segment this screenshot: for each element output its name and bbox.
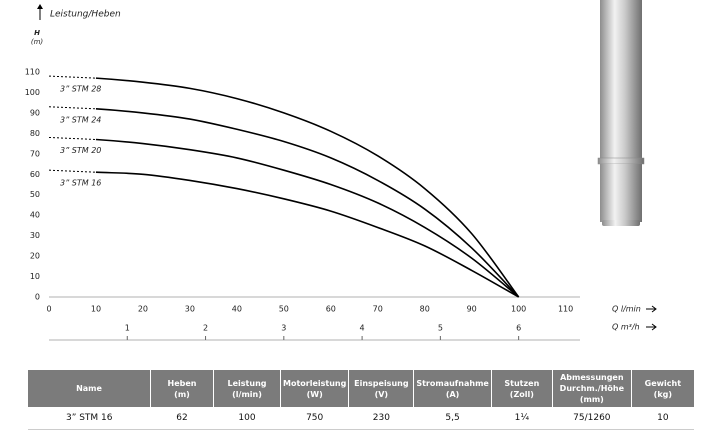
cell: 3” STM 16	[28, 407, 151, 430]
x2-tick-label: 5	[438, 324, 443, 333]
y-tick-label: 80	[30, 129, 40, 138]
cell: 100	[213, 407, 281, 430]
header-cell: Stromaufnahme (A)	[413, 370, 492, 407]
curve-dashed	[48, 136, 96, 140]
x-tick-label: 0	[46, 305, 51, 314]
series-label: 3” STM 28	[60, 85, 101, 94]
y-tick-label: 10	[30, 272, 40, 281]
y-tick-label: 50	[30, 190, 40, 199]
header-cell: Heben (m)	[150, 370, 214, 407]
y-tick-label: 30	[30, 231, 40, 240]
y-tick-label: 90	[30, 108, 40, 117]
series-label: 3” STM 16	[60, 179, 101, 188]
y-tick-label: 100	[25, 88, 40, 97]
x2-tick-label: 2	[203, 324, 208, 333]
series-label: 3” STM 20	[60, 146, 101, 155]
y-title: Leistung/Heben	[50, 10, 121, 20]
curve	[95, 171, 520, 298]
y-unit: (m)	[31, 38, 44, 46]
x-tick-label: 70	[373, 305, 383, 314]
header-cell: Stutzen (Zoll)	[491, 370, 553, 407]
x2-tick-label: 1	[125, 324, 130, 333]
x-tick-label: 110	[558, 305, 573, 314]
curve	[95, 77, 520, 298]
y-tick-label: 20	[30, 252, 40, 261]
y-arrow-head	[37, 4, 43, 9]
header-cell: Motorleistung (W)	[280, 370, 350, 407]
x-tick-label: 30	[185, 305, 195, 314]
header-cell: Abmessungen Durchm./Höhe (mm)	[552, 370, 632, 407]
x2-label-arrow	[646, 323, 657, 331]
x-tick-label: 50	[279, 305, 289, 314]
x2-tick-label: 3	[281, 324, 286, 333]
cell: 750	[280, 407, 349, 430]
header-cell: Leistung (l/min)	[213, 370, 281, 407]
header-cell: Einspeisung (V)	[348, 370, 415, 407]
x2-tick-label: 6	[516, 324, 521, 333]
x-tick-label: 40	[232, 305, 242, 314]
cell: 10	[631, 407, 695, 430]
x2-label: Q m³/h	[612, 323, 640, 332]
curve	[95, 138, 520, 298]
curve-dashed	[48, 75, 96, 79]
x-tick-label: 60	[326, 305, 336, 314]
cell: 62	[150, 407, 214, 430]
y-tick-label: 40	[30, 211, 40, 220]
x-tick-label: 20	[138, 305, 148, 314]
y-tick-label: 60	[30, 170, 40, 179]
cell: 230	[348, 407, 414, 430]
x-tick-label: 90	[467, 305, 477, 314]
table-row: 3” STM 16 62 100 750 230 5,5 1¼ 75/1260 …	[28, 407, 695, 430]
curve-dashed	[48, 169, 96, 173]
x-tick-label: 10	[91, 305, 101, 314]
x-tick-label: 80	[420, 305, 430, 314]
pump-image	[597, 0, 645, 226]
table-header: Name Heben (m) Leistung (l/min) Motorlei…	[28, 370, 695, 407]
y-tick-label: 70	[30, 149, 40, 158]
curve	[95, 108, 520, 298]
cell: 1¼	[491, 407, 553, 430]
x-tick-label: 100	[511, 305, 526, 314]
header-cell: Name	[28, 370, 151, 407]
header-cell: Gewicht (kg)	[631, 370, 695, 407]
chart: Leistung/Heben H (m) Q l/min Q m³/h 0102…	[25, 0, 657, 341]
y-tick-label: 0	[35, 293, 40, 302]
y-tick-label: 110	[25, 68, 40, 77]
y-symbol: H	[34, 29, 40, 37]
cell: 75/1260	[552, 407, 632, 430]
curve-dashed	[48, 106, 96, 110]
x-label-arrow	[646, 305, 657, 313]
cell: 5,5	[413, 407, 492, 430]
x2-tick-label: 4	[360, 324, 365, 333]
series-label: 3” STM 24	[60, 115, 101, 124]
x-label: Q l/min	[612, 305, 641, 314]
spec-table: Name Heben (m) Leistung (l/min) Motorlei…	[28, 370, 695, 430]
